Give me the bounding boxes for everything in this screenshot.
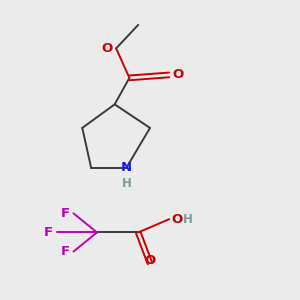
- Text: H: H: [122, 177, 131, 190]
- Text: F: F: [61, 207, 70, 220]
- Text: H: H: [183, 213, 193, 226]
- Text: O: O: [102, 42, 113, 55]
- Text: N: N: [121, 161, 132, 174]
- Text: O: O: [144, 254, 156, 267]
- Text: F: F: [61, 245, 70, 258]
- Text: O: O: [172, 68, 184, 81]
- Text: O: O: [171, 213, 182, 226]
- Text: F: F: [44, 226, 53, 239]
